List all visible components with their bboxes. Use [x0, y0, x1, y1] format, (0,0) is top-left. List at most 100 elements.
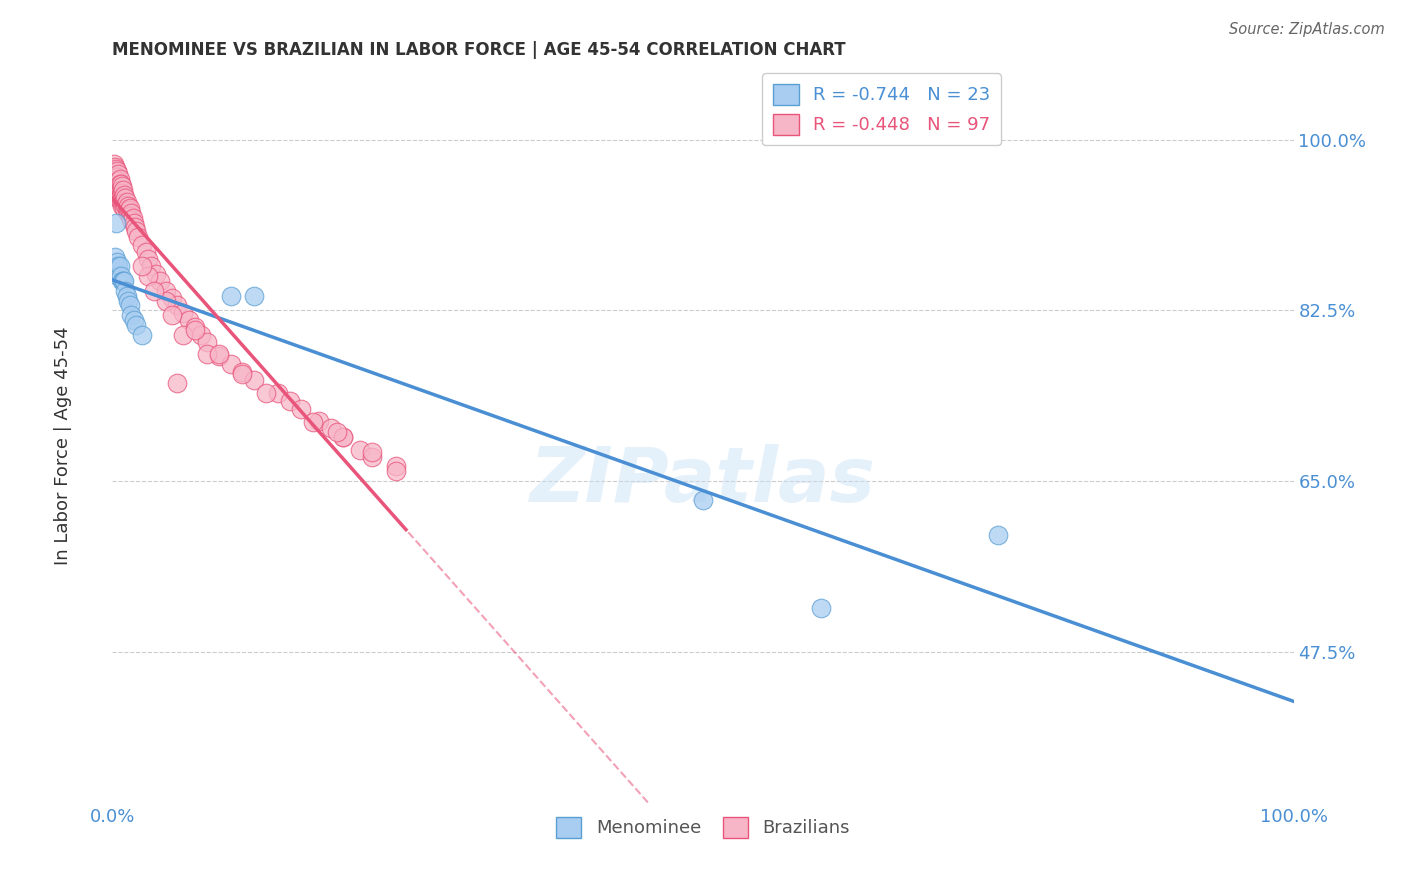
Point: [117, 206, 139, 220]
Point: [114, 198, 136, 212]
Point: [107, 191, 129, 205]
Point: [104, 160, 127, 174]
Point: [131, 327, 153, 342]
Text: ZIPatlas: ZIPatlas: [530, 444, 876, 518]
Point: [302, 416, 325, 430]
Point: [208, 347, 231, 361]
Point: [105, 181, 128, 195]
Point: [127, 230, 149, 244]
Point: [117, 199, 139, 213]
Point: [125, 318, 148, 332]
Point: [112, 196, 135, 211]
Point: [108, 178, 131, 192]
Point: [278, 394, 301, 409]
Point: [160, 291, 183, 305]
Point: [308, 413, 330, 427]
Point: [103, 164, 125, 178]
Text: In Labor Force | Age 45-54: In Labor Force | Age 45-54: [55, 326, 72, 566]
Point: [107, 167, 129, 181]
Point: [332, 430, 354, 444]
Point: [810, 600, 832, 615]
Point: [319, 421, 342, 435]
Point: [108, 183, 131, 197]
Point: [141, 260, 163, 274]
Point: [155, 293, 177, 308]
Point: [120, 298, 142, 312]
Point: [108, 189, 131, 203]
Point: [121, 211, 143, 225]
Point: [111, 274, 134, 288]
Point: [326, 425, 349, 440]
Point: [349, 442, 371, 457]
Point: [108, 260, 131, 274]
Point: [131, 238, 153, 252]
Point: [692, 493, 714, 508]
Point: [120, 212, 142, 227]
Point: [125, 224, 148, 238]
Point: [115, 288, 138, 302]
Point: [105, 169, 128, 183]
Point: [103, 157, 125, 171]
Point: [110, 183, 132, 197]
Point: [385, 464, 408, 478]
Point: [111, 186, 134, 201]
Point: [118, 202, 141, 217]
Point: [105, 176, 128, 190]
Point: [110, 189, 132, 203]
Point: [136, 252, 159, 266]
Point: [267, 386, 290, 401]
Point: [107, 260, 129, 274]
Point: [112, 190, 135, 204]
Point: [112, 201, 135, 215]
Point: [136, 269, 159, 284]
Point: [105, 178, 128, 193]
Point: [166, 298, 188, 312]
Point: [111, 193, 134, 207]
Point: [254, 386, 277, 401]
Point: [120, 201, 142, 215]
Point: [332, 430, 354, 444]
Point: [172, 306, 194, 320]
Point: [243, 288, 266, 302]
Point: [105, 173, 128, 187]
Point: [107, 186, 129, 200]
Point: [290, 401, 312, 416]
Point: [160, 308, 183, 322]
Point: [115, 195, 138, 210]
Point: [987, 527, 1010, 541]
Point: [361, 450, 384, 464]
Point: [107, 173, 129, 187]
Point: [131, 260, 153, 274]
Point: [122, 215, 145, 229]
Point: [120, 308, 142, 322]
Legend: Menominee, Brazilians: Menominee, Brazilians: [548, 810, 858, 845]
Point: [114, 284, 136, 298]
Point: [208, 349, 231, 363]
Point: [179, 313, 201, 327]
Point: [112, 274, 135, 288]
Point: [243, 372, 266, 386]
Point: [195, 347, 218, 361]
Point: [110, 195, 132, 210]
Point: [172, 327, 194, 342]
Point: [104, 250, 127, 264]
Point: [190, 327, 212, 342]
Point: [105, 254, 128, 268]
Text: Source: ZipAtlas.com: Source: ZipAtlas.com: [1229, 22, 1385, 37]
Point: [231, 367, 253, 381]
Point: [107, 269, 129, 284]
Point: [105, 161, 128, 176]
Point: [112, 183, 135, 197]
Point: [110, 269, 132, 284]
Point: [108, 171, 131, 186]
Point: [166, 376, 188, 391]
Point: [385, 459, 408, 474]
Point: [124, 220, 146, 235]
Point: [145, 267, 167, 281]
Point: [104, 167, 127, 181]
Point: [112, 195, 135, 210]
Point: [361, 444, 384, 458]
Point: [111, 199, 134, 213]
Point: [184, 319, 207, 334]
Point: [117, 293, 139, 308]
